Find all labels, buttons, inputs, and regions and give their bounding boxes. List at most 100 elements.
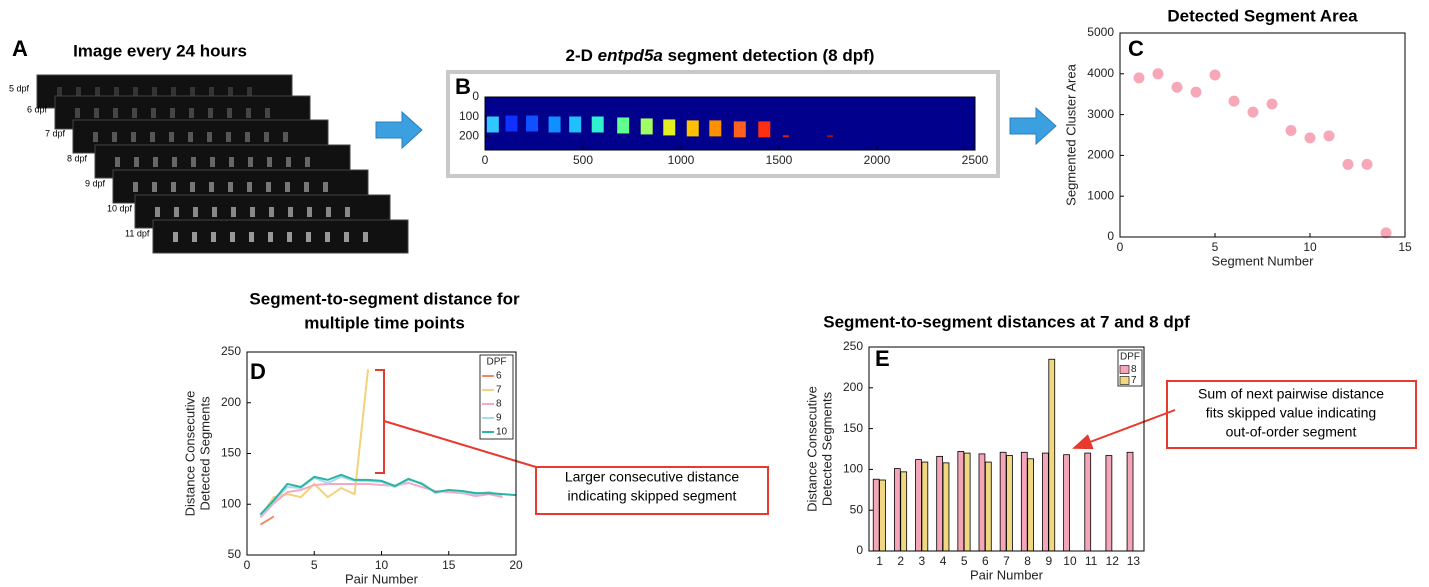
segment-glow [269, 207, 274, 217]
chart-title: Segment-to-segment distances at 7 and 8 … [823, 312, 1190, 331]
x-tick-label: 6 [982, 554, 989, 568]
y-tick-label: 150 [221, 446, 241, 460]
point [1361, 158, 1373, 170]
point [1323, 130, 1335, 142]
point [1152, 68, 1164, 80]
callout-text: fits skipped value indicating [1206, 405, 1376, 421]
segment-glow [304, 182, 309, 192]
panel-letter: A [12, 36, 28, 61]
plot-frame [868, 346, 1145, 552]
x-tick-label: 2000 [864, 153, 891, 167]
y-tick-label: 5000 [1087, 25, 1114, 39]
segment-blob [569, 116, 582, 133]
segment-glow [268, 232, 273, 242]
segment-glow [230, 232, 235, 242]
x-tick-label: 7 [1003, 554, 1010, 568]
legend-label: 9 [496, 413, 502, 424]
segment-blob [709, 120, 722, 137]
panel-letter: D [250, 359, 266, 384]
bar [1042, 452, 1049, 552]
segment-glow [188, 132, 193, 142]
legend-box [479, 354, 514, 440]
segment-glow [153, 157, 158, 167]
title-part: segment detection (8 dpf) [663, 46, 875, 65]
plot-frame [246, 351, 517, 556]
chart-title: 2-D entpd5a segment detection (8 dpf) [566, 46, 875, 65]
plot-frame [1119, 32, 1406, 238]
title-part: entpd5a [598, 46, 663, 65]
segment-glow [245, 132, 250, 142]
segment-glow [191, 157, 196, 167]
segment-glow [171, 87, 176, 97]
segment-glow [228, 182, 233, 192]
segment-glow [344, 232, 349, 242]
y-tick-label: 200 [459, 128, 479, 142]
x-axis-label: Segment Number [1212, 253, 1315, 268]
bar [915, 459, 922, 552]
y-tick-label: 200 [221, 395, 241, 409]
callout-text: indicating skipped segment [568, 488, 737, 504]
bar [1063, 454, 1070, 552]
x-tick-label: 0 [1117, 240, 1124, 254]
segment-glow [285, 182, 290, 192]
x-tick-label: 2500 [962, 153, 989, 167]
segment-glow [113, 108, 118, 118]
segment-glow [306, 232, 311, 242]
segment-blob [548, 116, 561, 133]
segment-glow [267, 157, 272, 167]
legend-title: DPF [1120, 352, 1140, 363]
point [1171, 81, 1183, 93]
point [1342, 158, 1354, 170]
legend-label: 7 [1131, 375, 1137, 386]
segment-glow [211, 232, 216, 242]
image-label: 8 dpf [67, 153, 88, 163]
segment-glow [305, 157, 310, 167]
segment-glow [209, 182, 214, 192]
legend-label: 8 [496, 399, 502, 410]
bar [978, 453, 986, 552]
callout-text: Larger consecutive distance [565, 469, 740, 485]
y-axis-label: Detected Segments [197, 396, 212, 511]
segment-glow [151, 108, 156, 118]
bar [1048, 358, 1056, 552]
bar [1126, 451, 1134, 552]
callout-box [535, 466, 769, 515]
x-tick-label: 5 [311, 558, 318, 572]
point [1190, 86, 1202, 98]
x-tick-label: 500 [573, 153, 593, 167]
segment-glow [209, 87, 214, 97]
x-tick-label: 13 [1127, 554, 1141, 568]
segment-glow [133, 182, 138, 192]
x-axis-label: Pair Number [345, 571, 419, 586]
x-tick-label: 0 [482, 153, 489, 167]
segment-glow [131, 132, 136, 142]
point [1380, 227, 1392, 239]
y-tick-label: 1000 [1087, 188, 1114, 202]
image-label: 6 dpf [27, 104, 48, 114]
x-tick-label: 0 [244, 558, 251, 572]
segment-glow [325, 232, 330, 242]
callout-text: Sum of next pairwise distance [1198, 386, 1384, 402]
y-tick-label: 100 [459, 109, 479, 123]
segment-blob [758, 121, 771, 138]
x-tick-label: 10 [1063, 554, 1077, 568]
segment-glow [210, 157, 215, 167]
segment-glow [265, 108, 270, 118]
x-tick-label: 9 [1045, 554, 1052, 568]
series-line [259, 473, 517, 516]
segment-glow [171, 182, 176, 192]
segment-glow [250, 207, 255, 217]
legend-swatch [1119, 376, 1130, 385]
segment-glow [247, 182, 252, 192]
point [1266, 98, 1278, 110]
legend-label: 6 [496, 371, 502, 382]
segment-glow [133, 87, 138, 97]
segment-glow [94, 108, 99, 118]
x-tick-label: 5 [961, 554, 968, 568]
segment-blob [617, 117, 630, 134]
bracket [375, 369, 385, 474]
segment-glow [93, 132, 98, 142]
image-stack: 5 dpf 6 dpf 7 dpf 8 dpf 9 dpf 10 dpf 11 dpf [9, 74, 409, 254]
title-part: 2-D [566, 46, 598, 65]
segment-glow [134, 157, 139, 167]
